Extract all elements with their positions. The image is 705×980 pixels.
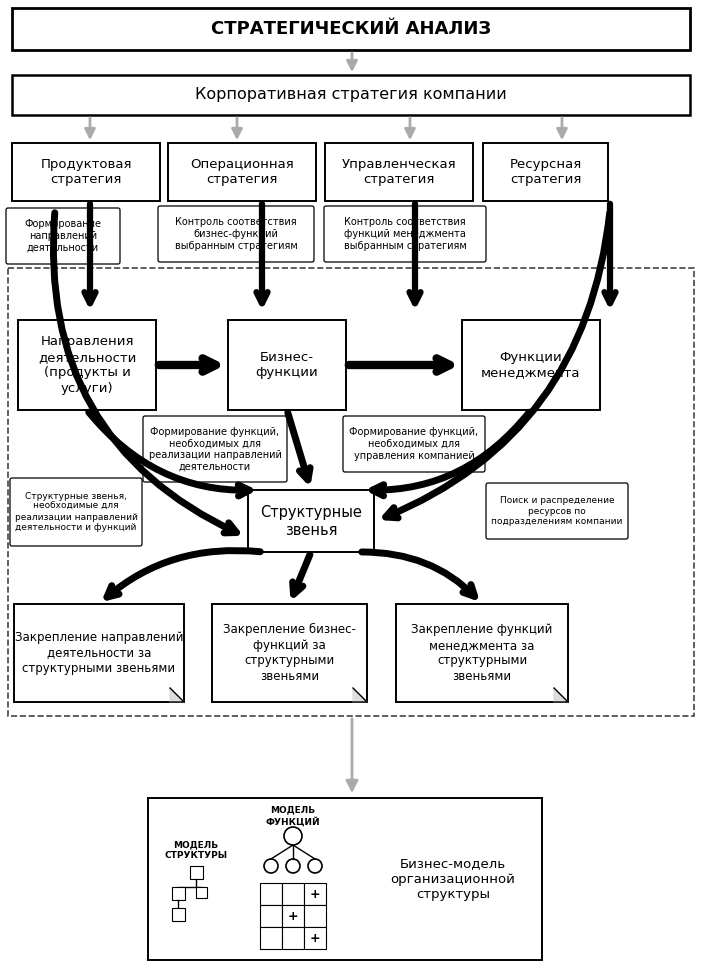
Bar	[282, 883, 304, 905]
Bar	[190, 866, 202, 879]
FancyBboxPatch shape	[324, 206, 486, 262]
Polygon shape	[170, 688, 184, 702]
Text: Контроль соответствия
бизнес-функций
выбранным стратегиям: Контроль соответствия бизнес-функций выб…	[175, 218, 298, 251]
Bar	[148, 798, 542, 960]
Text: +: +	[309, 932, 320, 945]
FancyBboxPatch shape	[158, 206, 314, 262]
Bar	[304, 927, 326, 949]
Bar	[168, 143, 316, 201]
Text: Закрепление бизнес-
функций за
структурными
звеньями: Закрепление бизнес- функций за структурн…	[223, 623, 356, 683]
Bar	[14, 604, 184, 702]
FancyBboxPatch shape	[486, 483, 628, 539]
Circle shape	[284, 827, 302, 845]
FancyBboxPatch shape	[343, 416, 485, 472]
Bar	[462, 320, 600, 410]
Bar	[172, 887, 185, 900]
Text: Продуктовая
стратегия: Продуктовая стратегия	[40, 158, 132, 186]
Circle shape	[286, 859, 300, 873]
Text: Операционная
стратегия: Операционная стратегия	[190, 158, 294, 186]
Text: Функции
менеджмента: Функции менеджмента	[482, 351, 581, 379]
Text: Контроль соответствия
функций менеджмента
выбранным стратегиям: Контроль соответствия функций менеджмент…	[343, 218, 467, 251]
Bar	[12, 143, 160, 201]
Bar	[304, 905, 326, 927]
FancyBboxPatch shape	[6, 208, 120, 264]
FancyBboxPatch shape	[143, 416, 287, 482]
Bar	[396, 604, 568, 702]
Text: Корпоративная стратегия компании: Корпоративная стратегия компании	[195, 87, 507, 103]
Text: МОДЕЛЬ
ФУНКЦИЙ: МОДЕЛЬ ФУНКЦИЙ	[266, 806, 320, 826]
Bar	[282, 905, 304, 927]
Bar	[12, 8, 690, 50]
Bar	[172, 908, 185, 921]
Text: Закрепление направлений
деятельности за
структурными звеньями: Закрепление направлений деятельности за …	[15, 631, 183, 675]
Circle shape	[264, 859, 278, 873]
Polygon shape	[353, 688, 367, 702]
Text: Формирование функций,
необходимых для
реализации направлений
деятельности: Формирование функций, необходимых для ре…	[149, 426, 281, 471]
Text: Формирование функций,
необходимых для
управления компанией: Формирование функций, необходимых для уп…	[350, 427, 479, 461]
Text: Направления
деятельности
(продукты и
услуги): Направления деятельности (продукты и усл…	[38, 335, 136, 395]
Text: Структурные звенья,
необходимые для
реализации направлений
деятельности и функци: Структурные звенья, необходимые для реал…	[15, 492, 137, 532]
Bar	[18, 320, 156, 410]
Bar	[282, 927, 304, 949]
Text: Бизнес-модель
организационной
структуры: Бизнес-модель организационной структуры	[391, 857, 515, 901]
Bar	[325, 143, 473, 201]
Bar	[260, 927, 282, 949]
Bar	[228, 320, 346, 410]
Bar	[483, 143, 608, 201]
Text: +: +	[288, 909, 298, 922]
Text: МОДЕЛЬ
СТРУКТУРЫ: МОДЕЛЬ СТРУКТУРЫ	[164, 840, 228, 859]
Bar	[12, 75, 690, 115]
Polygon shape	[554, 688, 568, 702]
Bar	[8, 268, 694, 716]
Text: Бизнес-
функции: Бизнес- функции	[256, 351, 319, 379]
Text: Ресурсная
стратегия: Ресурсная стратегия	[510, 158, 582, 186]
Text: Структурные
звенья: Структурные звенья	[260, 505, 362, 537]
Bar	[260, 905, 282, 927]
Bar	[260, 883, 282, 905]
Text: Закрепление функций
менеджмента за
структурными
звеньями: Закрепление функций менеджмента за струк…	[411, 623, 553, 683]
Text: +: +	[309, 888, 320, 901]
Circle shape	[308, 859, 322, 873]
Text: Поиск и распределение
ресурсов по
подразделениям компании: Поиск и распределение ресурсов по подраз…	[491, 496, 623, 526]
Bar	[196, 887, 207, 898]
Text: Формирование
направлений
деятельности: Формирование направлений деятельности	[25, 220, 102, 253]
Text: Управленческая
стратегия: Управленческая стратегия	[342, 158, 456, 186]
Text: СТРАТЕГИЧЕСКИЙ АНАЛИЗ: СТРАТЕГИЧЕСКИЙ АНАЛИЗ	[211, 20, 491, 38]
Bar	[304, 883, 326, 905]
Bar	[248, 490, 374, 552]
FancyBboxPatch shape	[10, 478, 142, 546]
Bar	[212, 604, 367, 702]
